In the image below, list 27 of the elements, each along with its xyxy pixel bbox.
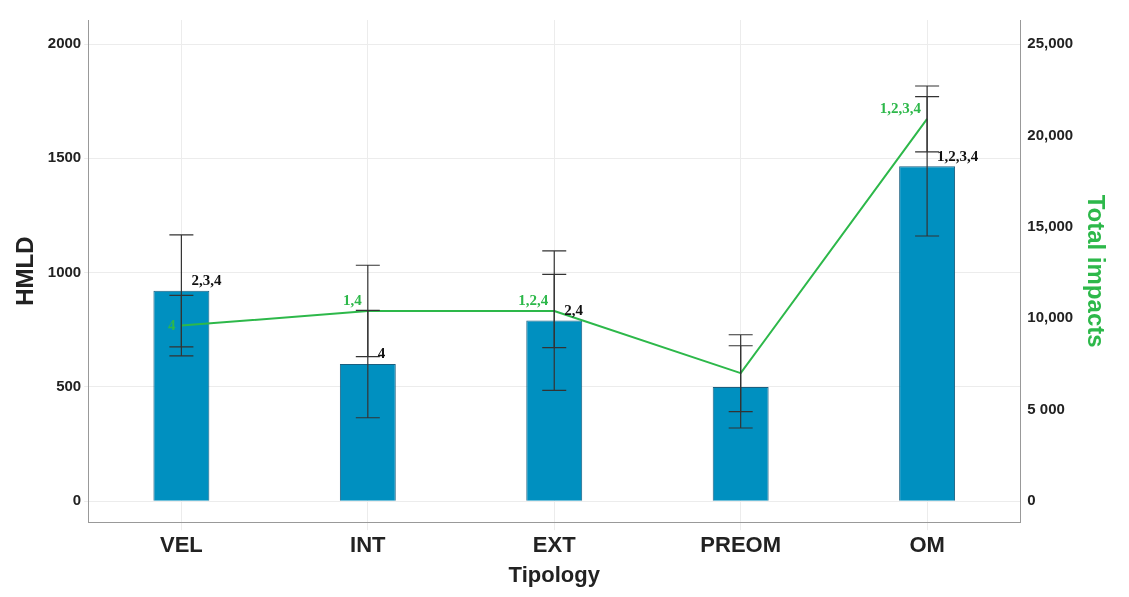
x-axis-title: Tipology bbox=[508, 561, 601, 587]
annotation: 4 bbox=[377, 345, 386, 362]
y2-tick-label: 20,000 bbox=[1027, 125, 1074, 143]
x-tick-label: INT bbox=[350, 532, 387, 558]
y2-tick-label: 15,000 bbox=[1027, 216, 1074, 234]
y-tick-label: 1500 bbox=[47, 148, 82, 166]
annotation: 1,2,4 bbox=[518, 292, 549, 309]
y2-tick-label: 25,000 bbox=[1027, 34, 1074, 52]
y2-tick-label: 5 000 bbox=[1027, 399, 1065, 417]
annotation: 1,4 bbox=[343, 292, 363, 309]
annotation: 2,4 bbox=[564, 301, 584, 318]
y2-tick-label: 10,000 bbox=[1027, 308, 1074, 326]
x-tick-label: EXT bbox=[532, 532, 577, 558]
y-tick-label: 1000 bbox=[47, 262, 82, 280]
annotation: 4 bbox=[167, 316, 176, 333]
y-axis-title: HMLD bbox=[11, 236, 39, 306]
y2-axis-title: Total impacts bbox=[1082, 194, 1110, 348]
annotation: 1,2,3,4 bbox=[937, 147, 979, 164]
x-tick-label: VEL bbox=[159, 532, 203, 558]
y-tick-label: 500 bbox=[56, 377, 82, 395]
annotation: 2,3,4 bbox=[191, 272, 222, 289]
x-tick-label: OM bbox=[909, 532, 945, 558]
x-tick-label: PREOM bbox=[700, 532, 782, 558]
y2-tick-label: 0 bbox=[1027, 491, 1036, 509]
y-tick-label: 0 bbox=[72, 491, 82, 509]
y-tick-label: 2000 bbox=[47, 34, 82, 52]
annotation: 1,2,3,4 bbox=[879, 100, 922, 117]
